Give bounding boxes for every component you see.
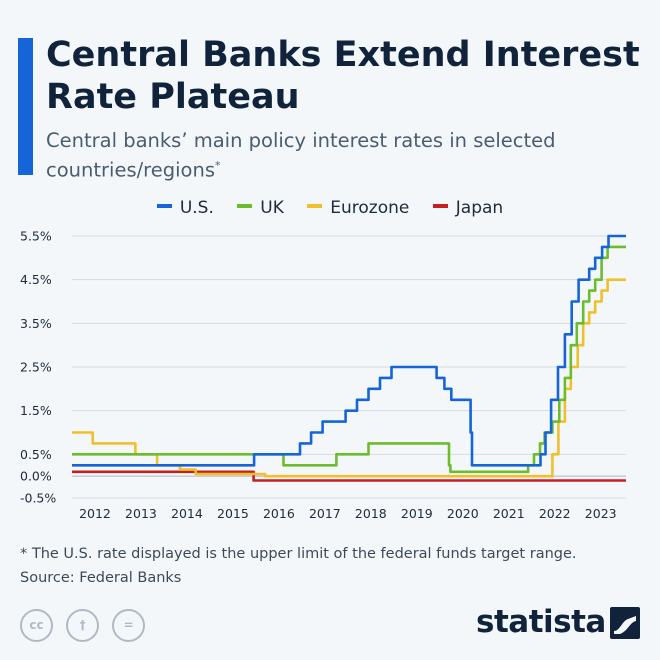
source-note: Source: Federal Banks <box>20 570 182 586</box>
legend-swatch-us <box>156 204 172 208</box>
statista-logo-mark-icon <box>610 607 640 639</box>
y-tick-label: 1.5% <box>20 403 52 418</box>
statista-logo[interactable]: statista <box>476 604 606 640</box>
x-tick-label: 2017 <box>309 506 341 521</box>
legend-item-uk: UK <box>237 198 284 218</box>
x-tick-label: 2014 <box>171 506 203 521</box>
x-tick-label: 2016 <box>263 506 295 521</box>
subtitle-footnote-mark: * <box>215 159 221 172</box>
page-title: Central Banks Extend Interest Rate Plate… <box>46 35 640 117</box>
chart-legend: U.S. UK Eurozone Japan <box>0 198 660 218</box>
y-tick-label: 0.0% <box>20 469 52 484</box>
legend-swatch-japan <box>432 204 448 208</box>
y-tick-label: -0.5% <box>20 491 56 506</box>
legend-label-us: U.S. <box>179 198 214 218</box>
license-icons: cc † = <box>20 609 153 642</box>
series-line-eurozone <box>72 278 626 478</box>
series-line-japan <box>72 470 626 482</box>
attribution-icon[interactable]: † <box>66 609 100 642</box>
y-tick-label: 4.5% <box>20 272 52 287</box>
x-tick-label: 2015 <box>217 506 249 521</box>
legend-item-us: U.S. <box>156 198 214 218</box>
x-tick-label: 2020 <box>447 506 479 521</box>
legend-swatch-uk <box>237 204 253 208</box>
cc-icon[interactable]: cc <box>20 609 53 642</box>
footnote: * The U.S. rate displayed is the upper l… <box>20 546 577 562</box>
subtitle: Central banks’ main policy interest rate… <box>46 128 646 183</box>
legend-item-eurozone: Eurozone <box>307 198 409 218</box>
y-tick-label: 2.5% <box>20 360 52 375</box>
title-accent-bar <box>18 38 33 175</box>
x-tick-label: 2012 <box>79 506 111 521</box>
legend-swatch-eurozone <box>307 204 323 208</box>
series-line-uk <box>72 245 626 474</box>
legend-item-japan: Japan <box>432 198 504 218</box>
series-line-us <box>72 234 626 467</box>
legend-label-japan: Japan <box>455 198 504 218</box>
no-derivatives-icon[interactable]: = <box>112 609 146 642</box>
x-tick-label: 2018 <box>355 506 387 521</box>
y-tick-label: 0.5% <box>20 447 52 462</box>
subtitle-text: Central banks’ main policy interest rate… <box>46 129 556 182</box>
legend-label-uk: UK <box>260 198 284 218</box>
x-tick-label: 2022 <box>539 506 571 521</box>
x-tick-label: 2013 <box>125 506 157 521</box>
x-tick-label: 2021 <box>493 506 525 521</box>
x-tick-label: 2019 <box>401 506 433 521</box>
legend-label-eurozone: Eurozone <box>330 198 410 218</box>
rate-chart: 5.5% 4.5% 3.5% 2.5% 1.5% 0.5% 0.0% -0.5% 2012 201… <box>20 229 626 521</box>
y-tick-label: 3.5% <box>20 316 52 331</box>
y-tick-label: 5.5% <box>20 229 52 244</box>
x-tick-label: 2023 <box>585 506 617 521</box>
